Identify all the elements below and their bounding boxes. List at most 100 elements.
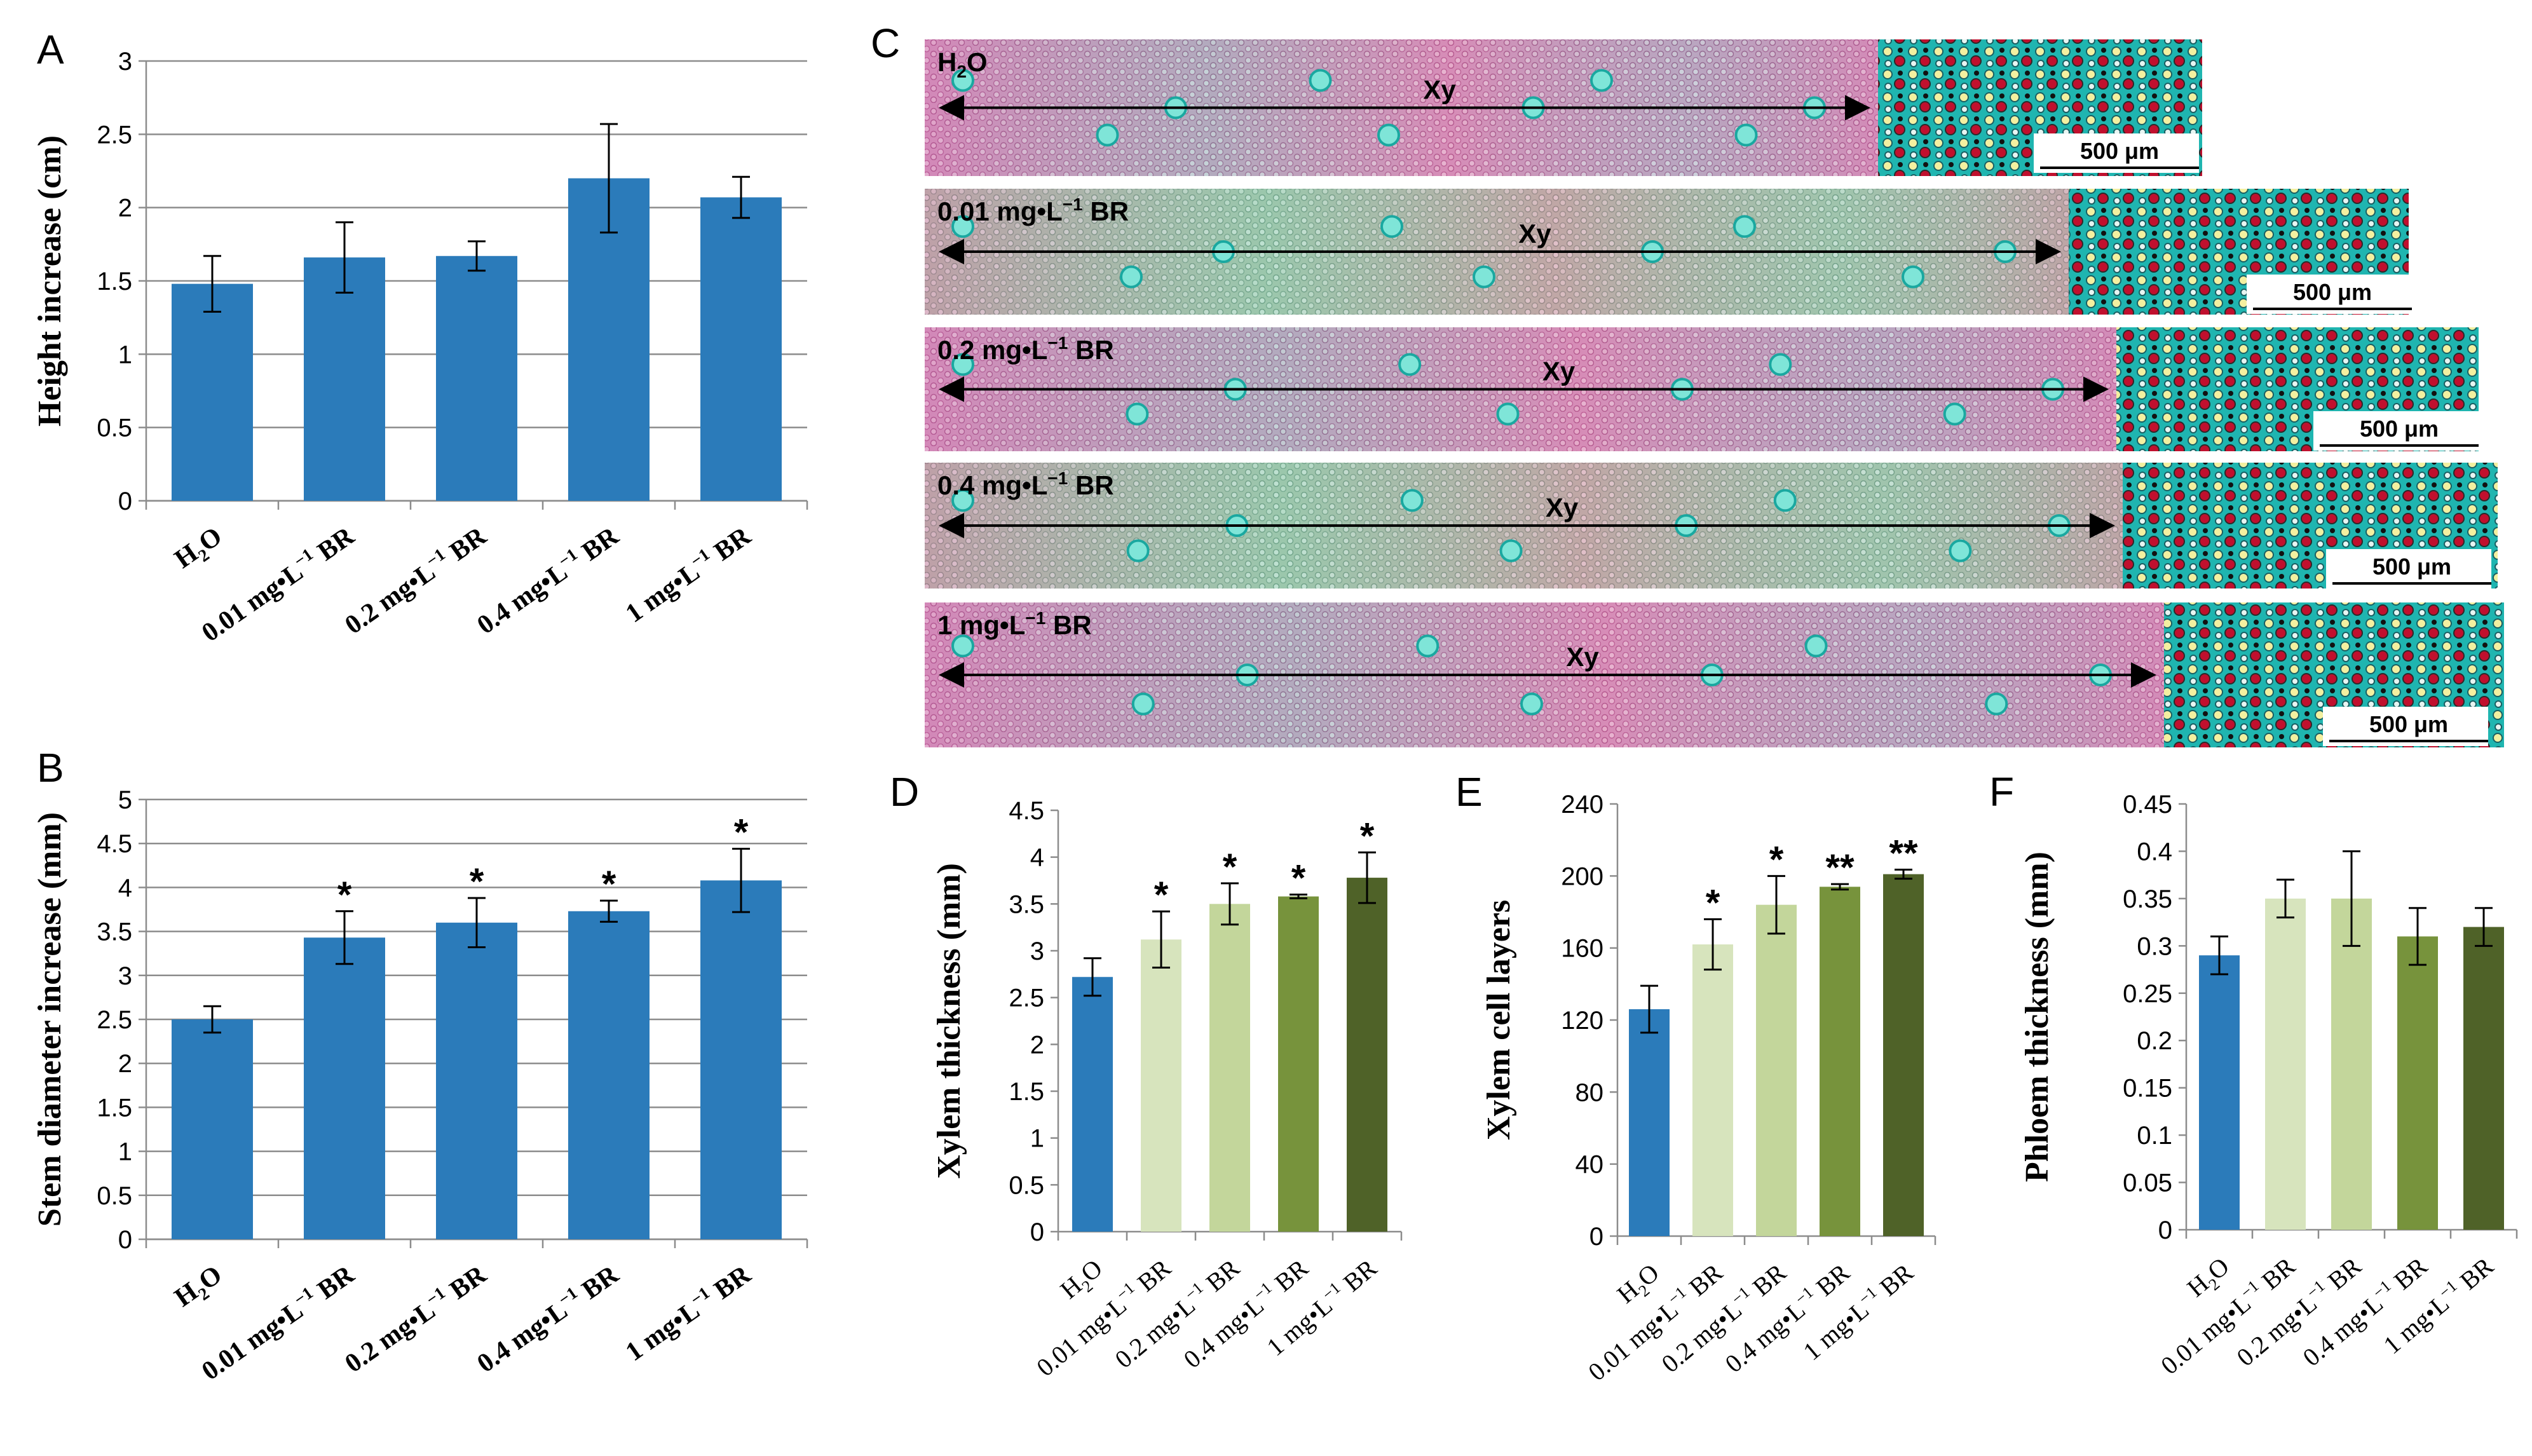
- vessel-cell: [1416, 634, 1440, 658]
- y-tick-label: 0: [2158, 1216, 2172, 1244]
- scale-bar-background: [2247, 275, 2412, 314]
- bar-b-4: [700, 880, 782, 1239]
- y-tick-label: 0.5: [97, 414, 132, 442]
- vessel-cell: [1499, 539, 1523, 562]
- vessel-cell: [1126, 539, 1150, 562]
- bar-d-2: [1209, 904, 1250, 1232]
- vessel-cell: [1120, 265, 1143, 289]
- panel-label-e: E: [1455, 769, 1483, 815]
- y-tick-label: 0: [118, 487, 132, 515]
- y-tick-label: 1: [118, 341, 132, 369]
- treatment-label: 1 mg•L−1 BR: [937, 608, 1092, 640]
- y-tick-label: 0.05: [2123, 1169, 2172, 1197]
- bar-b-2: [436, 922, 517, 1239]
- vessel-cell: [1773, 489, 1797, 512]
- bar-e-0: [1629, 1009, 1670, 1236]
- panel-label-a: A: [37, 27, 64, 72]
- vessel-cell: [1400, 489, 1424, 512]
- significance-marker: *: [1154, 874, 1169, 916]
- vessel-cell: [1096, 123, 1119, 147]
- significance-marker: *: [337, 874, 352, 916]
- category-label: 0.4 mg•L−1 BR: [470, 1258, 624, 1378]
- micrograph-strip-4: Xy 1 mg•L−1 BR 500 μm: [925, 602, 2504, 747]
- vessel-cell: [1380, 215, 1403, 238]
- significance-marker: *: [1360, 815, 1375, 857]
- y-tick-label: 2: [118, 1050, 132, 1078]
- vessel-cell: [1804, 634, 1828, 658]
- micrograph-strip-3: Xy 0.4 mg•L−1 BR 500 μm: [925, 463, 2498, 589]
- significance-marker: *: [1223, 847, 1237, 888]
- y-tick-label: 1: [118, 1138, 132, 1166]
- treatment-label: 0.01 mg•L−1 BR: [937, 194, 1129, 226]
- significance-marker: *: [1291, 858, 1306, 899]
- significance-marker: *: [1706, 882, 1720, 923]
- xylem-label: Xy: [1423, 75, 1456, 105]
- bar-d-4: [1347, 878, 1387, 1232]
- y-tick-label: 2: [118, 194, 132, 222]
- vessel-cell: [951, 353, 974, 376]
- scale-bar-label: 500 μm: [2293, 279, 2372, 305]
- category-label: 0.2 mg•L−1 BR: [338, 1258, 492, 1378]
- chart-phloem-thickness: 00.050.10.150.20.250.30.350.40.45H2O0.01…: [2019, 791, 2518, 1380]
- y-tick-label: 120: [1561, 1007, 1603, 1035]
- category-label: 0.4 mg•L−1 BR: [470, 519, 624, 640]
- vessel-cell: [1496, 402, 1520, 426]
- y-tick-label: 1.5: [1009, 1078, 1044, 1106]
- y-tick-label: 0.35: [2123, 885, 2172, 913]
- y-tick-label: 5: [118, 786, 132, 814]
- y-tick-label: 0.3: [2137, 932, 2172, 960]
- panel-label-d: D: [890, 769, 919, 815]
- vessel-cell: [1949, 539, 1972, 562]
- y-tick-label: 1.5: [97, 1094, 132, 1122]
- y-tick-label: 2.5: [1009, 984, 1044, 1012]
- y-tick-label: 4.5: [1009, 797, 1044, 825]
- significance-marker: *: [470, 861, 484, 902]
- y-tick-label: 0: [1589, 1223, 1603, 1251]
- xylem-label: Xy: [1546, 493, 1579, 522]
- y-tick-label: 160: [1561, 935, 1603, 963]
- y-tick-label: 80: [1576, 1078, 1604, 1106]
- xylem-label: Xy: [1566, 642, 1599, 672]
- y-tick-label: 0: [1030, 1218, 1044, 1246]
- vessel-cell: [1473, 265, 1495, 289]
- y-tick-label: 40: [1576, 1151, 1604, 1179]
- y-tick-label: 2: [1030, 1031, 1044, 1059]
- vessel-cell: [1520, 692, 1543, 716]
- y-tick-label: 0.4: [2137, 838, 2172, 866]
- vessel-cell: [1943, 402, 1966, 426]
- y-axis-label: Height increase (cm): [32, 135, 68, 426]
- y-tick-label: 3: [118, 48, 132, 76]
- bar-e-4: [1883, 874, 1924, 1236]
- y-tick-label: 0: [118, 1226, 132, 1254]
- vessel-cell: [1590, 69, 1613, 92]
- treatment-label: H2O: [937, 47, 988, 81]
- y-axis-label: Xylem cell layers: [1481, 900, 1517, 1140]
- y-tick-label: 4.5: [97, 830, 132, 858]
- vessel-cell: [951, 489, 974, 512]
- vessel-cell: [1309, 69, 1332, 92]
- vessel-cell: [1377, 123, 1400, 147]
- bar-f-1: [2265, 898, 2306, 1230]
- y-tick-label: 1: [1030, 1125, 1044, 1153]
- bar-a-1: [304, 257, 385, 501]
- y-axis-label: Phloem thickness (mm): [2019, 852, 2055, 1182]
- bar-e-2: [1756, 904, 1797, 1236]
- bar-b-3: [568, 911, 650, 1239]
- vessel-cell: [1131, 692, 1155, 716]
- y-tick-label: 0.15: [2123, 1075, 2172, 1103]
- y-tick-label: 1.5: [97, 268, 132, 296]
- category-label: 1 mg•L−1 BR: [619, 519, 756, 629]
- category-label: 0.2 mg•L−1 BR: [338, 519, 492, 640]
- significance-marker: *: [602, 864, 616, 905]
- category-label: H2O: [170, 522, 230, 578]
- y-tick-label: 0.25: [2123, 980, 2172, 1008]
- y-tick-label: 0.2: [2137, 1027, 2172, 1055]
- vessel-cell: [1734, 123, 1758, 147]
- y-tick-label: 3: [118, 962, 132, 990]
- xylem-label: Xy: [1518, 219, 1551, 248]
- y-axis-label: Stem diameter increase (mm): [32, 812, 68, 1227]
- scale-bar-background: [2034, 133, 2199, 173]
- significance-marker: *: [1769, 839, 1784, 880]
